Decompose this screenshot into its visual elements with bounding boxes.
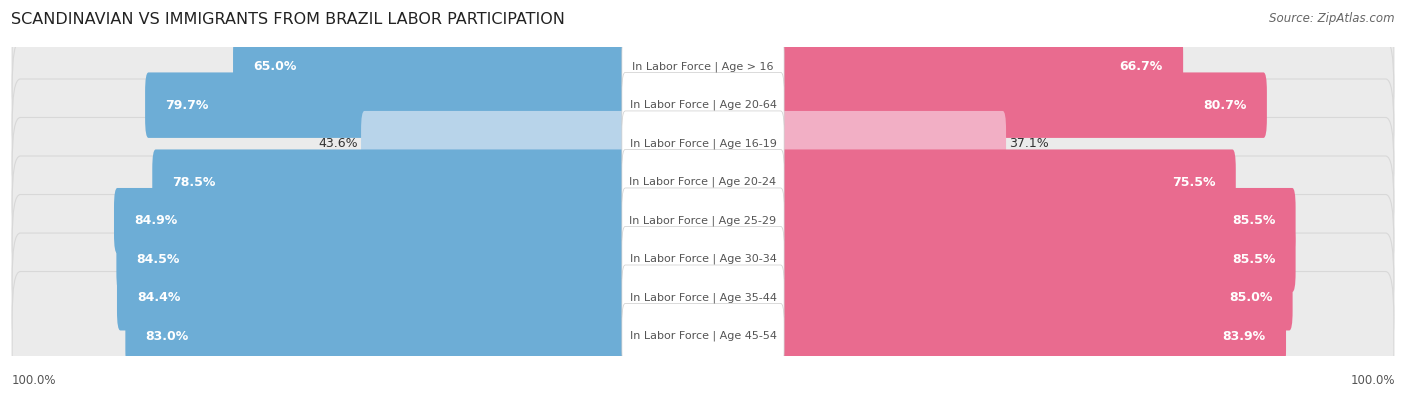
FancyBboxPatch shape bbox=[13, 40, 1393, 170]
Text: 85.0%: 85.0% bbox=[1229, 291, 1272, 304]
FancyBboxPatch shape bbox=[125, 303, 628, 369]
FancyBboxPatch shape bbox=[13, 233, 1393, 363]
FancyBboxPatch shape bbox=[778, 34, 1182, 100]
FancyBboxPatch shape bbox=[621, 111, 785, 177]
FancyBboxPatch shape bbox=[145, 72, 628, 138]
Text: In Labor Force | Age 16-19: In Labor Force | Age 16-19 bbox=[630, 138, 776, 149]
Text: In Labor Force | Age 45-54: In Labor Force | Age 45-54 bbox=[630, 331, 776, 342]
Text: Source: ZipAtlas.com: Source: ZipAtlas.com bbox=[1270, 12, 1395, 25]
FancyBboxPatch shape bbox=[621, 303, 785, 369]
FancyBboxPatch shape bbox=[13, 271, 1393, 395]
Text: 84.5%: 84.5% bbox=[136, 253, 180, 266]
FancyBboxPatch shape bbox=[13, 194, 1393, 324]
FancyBboxPatch shape bbox=[152, 149, 628, 215]
Text: In Labor Force | Age 20-24: In Labor Force | Age 20-24 bbox=[630, 177, 776, 188]
FancyBboxPatch shape bbox=[778, 111, 1007, 177]
Text: 65.0%: 65.0% bbox=[253, 60, 297, 73]
Text: 85.5%: 85.5% bbox=[1232, 253, 1275, 266]
FancyBboxPatch shape bbox=[621, 265, 785, 331]
FancyBboxPatch shape bbox=[13, 156, 1393, 286]
FancyBboxPatch shape bbox=[13, 117, 1393, 247]
FancyBboxPatch shape bbox=[621, 72, 785, 138]
Text: 84.4%: 84.4% bbox=[138, 291, 180, 304]
Text: 75.5%: 75.5% bbox=[1173, 176, 1216, 189]
FancyBboxPatch shape bbox=[621, 34, 785, 100]
Text: 80.7%: 80.7% bbox=[1204, 99, 1247, 112]
Text: 85.5%: 85.5% bbox=[1232, 214, 1275, 227]
Text: In Labor Force | Age 20-64: In Labor Force | Age 20-64 bbox=[630, 100, 776, 111]
FancyBboxPatch shape bbox=[778, 72, 1267, 138]
Text: 84.9%: 84.9% bbox=[134, 214, 177, 227]
Text: 43.6%: 43.6% bbox=[318, 137, 357, 150]
FancyBboxPatch shape bbox=[621, 226, 785, 292]
Text: SCANDINAVIAN VS IMMIGRANTS FROM BRAZIL LABOR PARTICIPATION: SCANDINAVIAN VS IMMIGRANTS FROM BRAZIL L… bbox=[11, 12, 565, 27]
FancyBboxPatch shape bbox=[13, 2, 1393, 132]
Text: 83.0%: 83.0% bbox=[146, 330, 188, 343]
FancyBboxPatch shape bbox=[117, 226, 628, 292]
Text: In Labor Force | Age 30-34: In Labor Force | Age 30-34 bbox=[630, 254, 776, 265]
Text: 79.7%: 79.7% bbox=[166, 99, 208, 112]
Text: 83.9%: 83.9% bbox=[1223, 330, 1265, 343]
Text: 37.1%: 37.1% bbox=[1010, 137, 1049, 150]
FancyBboxPatch shape bbox=[13, 79, 1393, 209]
Text: In Labor Force | Age 35-44: In Labor Force | Age 35-44 bbox=[630, 292, 776, 303]
Text: 66.7%: 66.7% bbox=[1119, 60, 1163, 73]
FancyBboxPatch shape bbox=[778, 303, 1286, 369]
Text: In Labor Force | Age 25-29: In Labor Force | Age 25-29 bbox=[630, 215, 776, 226]
FancyBboxPatch shape bbox=[117, 265, 628, 331]
FancyBboxPatch shape bbox=[778, 149, 1236, 215]
FancyBboxPatch shape bbox=[778, 265, 1292, 331]
Text: In Labor Force | Age > 16: In Labor Force | Age > 16 bbox=[633, 61, 773, 72]
Text: 100.0%: 100.0% bbox=[11, 374, 56, 387]
FancyBboxPatch shape bbox=[233, 34, 628, 100]
Text: 100.0%: 100.0% bbox=[1350, 374, 1395, 387]
FancyBboxPatch shape bbox=[621, 149, 785, 215]
Legend: Scandinavian, Immigrants from Brazil: Scandinavian, Immigrants from Brazil bbox=[544, 393, 862, 395]
FancyBboxPatch shape bbox=[778, 226, 1295, 292]
FancyBboxPatch shape bbox=[778, 188, 1295, 254]
FancyBboxPatch shape bbox=[361, 111, 628, 177]
FancyBboxPatch shape bbox=[114, 188, 628, 254]
FancyBboxPatch shape bbox=[621, 188, 785, 254]
Text: 78.5%: 78.5% bbox=[173, 176, 217, 189]
